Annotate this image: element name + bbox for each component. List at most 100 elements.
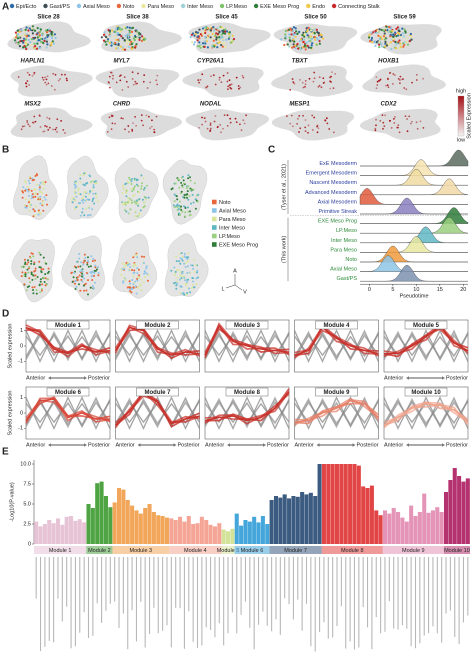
- cell: [139, 209, 142, 212]
- spot: [224, 28, 227, 31]
- cell: [195, 283, 198, 286]
- spot: [23, 37, 26, 40]
- bar: [156, 515, 161, 544]
- expression-spot: [33, 115, 36, 118]
- expression-spot: [415, 79, 418, 81]
- spot: [306, 29, 309, 32]
- cell: [186, 258, 189, 260]
- y-tick-label: 1: [20, 395, 23, 401]
- x-start-label: Anterior: [26, 442, 45, 448]
- expression-spot: [379, 78, 382, 81]
- expression-spot: [389, 72, 391, 74]
- cell: [133, 263, 136, 266]
- expression-spot: [304, 126, 307, 129]
- cell: [175, 260, 178, 263]
- spot: [192, 43, 196, 46]
- spot: [396, 26, 399, 29]
- spot: [24, 28, 27, 31]
- legend-swatch: [219, 3, 225, 9]
- spot: [300, 38, 303, 41]
- ridge-label: Advanced Mesoderm: [305, 190, 357, 196]
- cell: [85, 182, 88, 185]
- module-title: Module 2: [144, 323, 171, 329]
- spot: [292, 26, 296, 29]
- ridge: [360, 217, 469, 234]
- cell: [24, 261, 27, 264]
- cell: [145, 265, 148, 268]
- expression-spot: [329, 87, 332, 90]
- tissue-map: [362, 64, 446, 96]
- expression-spot: [110, 128, 113, 131]
- cell: [74, 288, 77, 290]
- expression-spot: [142, 80, 145, 83]
- expression-spot: [28, 125, 31, 128]
- spot: [130, 30, 134, 33]
- spot: [402, 42, 405, 45]
- cell: [132, 188, 135, 191]
- ridge-label: Axial Meso: [330, 267, 357, 273]
- spot: [389, 41, 392, 44]
- expression-spot: [57, 79, 60, 82]
- ridge-label: Emergent Mesoderm: [306, 171, 358, 177]
- cell: [81, 211, 84, 214]
- gene-title: MYL7: [113, 59, 130, 65]
- cell: [133, 200, 136, 203]
- spot: [138, 38, 141, 42]
- cell: [42, 276, 45, 279]
- cell: [74, 280, 77, 283]
- spot: [306, 34, 309, 37]
- spot: [126, 33, 129, 36]
- spot: [229, 41, 232, 44]
- cell: [41, 192, 44, 195]
- expression-spot: [226, 72, 229, 74]
- cell: [93, 180, 96, 183]
- spot: [211, 32, 214, 36]
- spot: [384, 45, 387, 48]
- spot: [209, 36, 212, 39]
- cell: [127, 261, 129, 264]
- expression-spot: [26, 120, 29, 122]
- spot: [14, 31, 17, 34]
- legend-swatch: [141, 3, 146, 9]
- cell: [173, 282, 175, 285]
- cell: [27, 261, 30, 264]
- expression-spot: [399, 82, 401, 85]
- expression-spot: [26, 80, 29, 82]
- cell: [138, 214, 141, 216]
- spot: [303, 35, 306, 38]
- cell: [93, 202, 96, 205]
- cell: [187, 260, 190, 262]
- cell: [29, 206, 32, 209]
- legend-label: Para Meso: [148, 4, 175, 10]
- cell: [192, 267, 195, 270]
- cell: [87, 259, 89, 262]
- module-band: [169, 546, 222, 554]
- cell: [86, 198, 89, 201]
- spot: [124, 34, 127, 37]
- expression-spot: [312, 80, 315, 83]
- cell: [124, 264, 127, 267]
- module-title-box: [315, 387, 358, 397]
- expression-spot: [403, 87, 406, 89]
- cell: [187, 177, 190, 180]
- expression-spot: [415, 121, 418, 124]
- cell: [35, 289, 38, 292]
- cell: [83, 172, 86, 175]
- spot: [228, 36, 231, 39]
- cell: [128, 263, 131, 265]
- cell: [37, 209, 40, 212]
- cell: [135, 253, 138, 256]
- cell: [192, 280, 195, 283]
- expression-spot: [291, 78, 294, 80]
- ridge-label: Noto: [345, 257, 357, 263]
- cell: [84, 282, 87, 285]
- cell: [94, 266, 97, 269]
- cell: [186, 292, 189, 294]
- bar: [191, 524, 196, 544]
- cell: [173, 193, 176, 196]
- module-band: [34, 546, 87, 554]
- spot: [391, 29, 394, 32]
- cell: [44, 273, 47, 276]
- cell: [87, 256, 89, 259]
- spot: [109, 34, 112, 37]
